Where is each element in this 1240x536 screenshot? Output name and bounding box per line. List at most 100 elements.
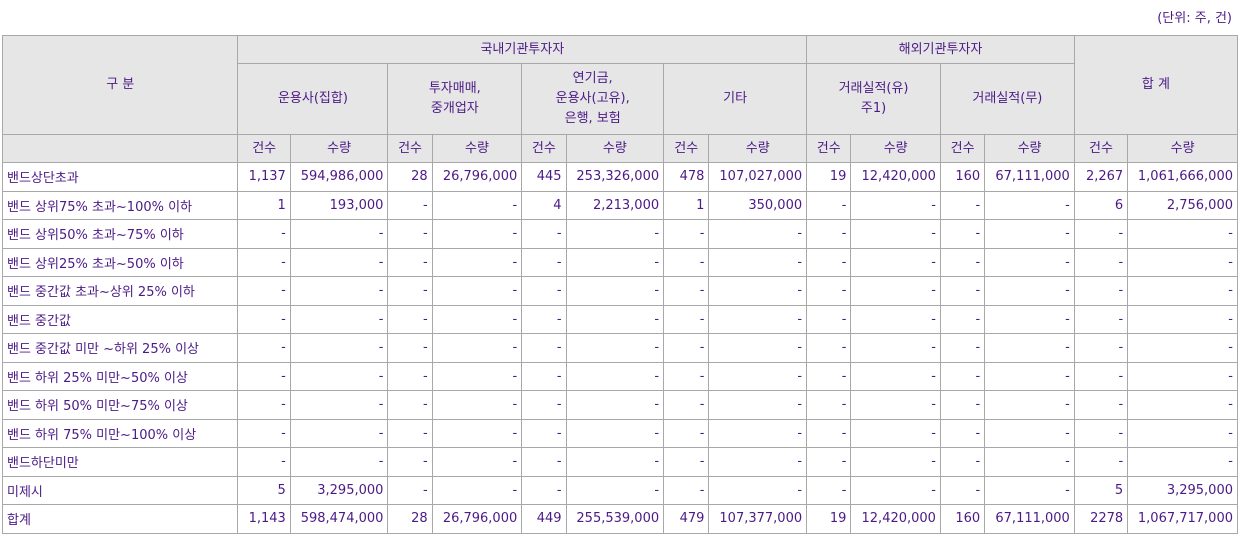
cell-qty: - <box>984 304 1075 334</box>
cell-qty: - <box>850 276 941 306</box>
cell-count: 28 <box>387 504 433 534</box>
cell-count: - <box>939 447 986 477</box>
cell-count: - <box>663 304 710 334</box>
cell-count: - <box>939 333 986 363</box>
cell-count: - <box>663 276 710 306</box>
cell-count: - <box>237 447 291 477</box>
table-row: 밴드 하위 75% 미만~100% 이상 - - - - - - - - - - - - - - <box>1 418 1238 448</box>
cell-qty: - <box>708 361 808 391</box>
cell-qty: 1,067,717,000 <box>1127 504 1238 534</box>
cell-qty: - <box>565 447 665 477</box>
cell-qty: - <box>431 276 523 306</box>
row-label: 밴드 상위50% 초과~75% 이하 <box>1 219 239 249</box>
cell-qty: 193,000 <box>289 190 389 220</box>
cell-qty: 26,796,000 <box>431 504 523 534</box>
cell-count: - <box>387 447 433 477</box>
cell-qty: - <box>850 475 941 505</box>
cell-count: - <box>806 304 852 334</box>
cell-count: - <box>663 447 710 477</box>
cell-count: - <box>806 219 852 249</box>
cell-count: 479 <box>663 504 710 534</box>
cell-qty: - <box>984 447 1075 477</box>
table-row: 밴드 상위75% 초과~100% 이하 1 193,000- -4 2,213,000 1… <box>1 190 1238 220</box>
header-count: 건수 <box>939 134 986 163</box>
cell-qty: 2,213,000 <box>565 190 665 220</box>
cell-qty: - <box>850 190 941 220</box>
table-row: 밴드 중간값 - - - - - - - - - - - - - - <box>1 304 1238 334</box>
cell-count: - <box>237 333 291 363</box>
row-label: 밴드하단미만 <box>1 447 239 477</box>
cell-count: 1,137 <box>237 162 291 192</box>
cell-count: - <box>387 276 433 306</box>
header-count: 건수 <box>806 134 852 163</box>
cell-qty: - <box>565 361 665 391</box>
cell-qty: 12,420,000 <box>850 162 941 192</box>
header-qty: 수량 <box>289 134 389 163</box>
header-domestic: 국내기관투자자 <box>237 35 808 64</box>
cell-qty: - <box>708 333 808 363</box>
cell-count: - <box>237 418 291 448</box>
cell-count: - <box>939 219 986 249</box>
cell-count: 19 <box>806 504 852 534</box>
cell-qty: - <box>708 447 808 477</box>
cell-count: 449 <box>521 504 567 534</box>
cell-count: - <box>806 390 852 420</box>
cell-qty: - <box>431 390 523 420</box>
cell-qty: - <box>431 361 523 391</box>
cell-count: - <box>237 390 291 420</box>
cell-qty: - <box>289 247 389 277</box>
cell-qty: - <box>850 390 941 420</box>
cell-count: 2278 <box>1073 504 1129 534</box>
cell-qty: 107,377,000 <box>708 504 808 534</box>
cell-qty: 2,756,000 <box>1127 190 1238 220</box>
row-label: 밴드상단초과 <box>1 162 239 192</box>
cell-count: - <box>939 304 986 334</box>
cell-count: 5 <box>237 475 291 505</box>
cell-count: - <box>237 361 291 391</box>
cell-qty: 107,027,000 <box>708 162 808 192</box>
cell-count: - <box>663 333 710 363</box>
header-count: 건수 <box>387 134 433 163</box>
cell-qty: - <box>431 475 523 505</box>
cell-qty: 1,061,666,000 <box>1127 162 1238 192</box>
cell-count: - <box>521 333 567 363</box>
cell-qty: 67,111,000 <box>984 162 1075 192</box>
table-row: 밴드 상위25% 초과~50% 이하 - - - - - - - - - - - - - - <box>1 247 1238 277</box>
cell-count: - <box>387 247 433 277</box>
cell-count: - <box>387 475 433 505</box>
cell-qty: 67,111,000 <box>984 504 1075 534</box>
header-qty: 수량 <box>431 134 523 163</box>
cell-qty: - <box>708 276 808 306</box>
cell-count: - <box>806 333 852 363</box>
table-row: 밴드 중간값 초과~상위 25% 이하 - - - - - - - - - - - - - - <box>1 276 1238 306</box>
header-group: 투자매매, 중개업자 <box>387 63 523 135</box>
cell-count: - <box>387 190 433 220</box>
cell-qty: - <box>289 447 389 477</box>
cell-count: - <box>237 219 291 249</box>
cell-count: 5 <box>1073 475 1129 505</box>
cell-count: - <box>663 475 710 505</box>
cell-count: - <box>806 475 852 505</box>
table-row: 합계 1,143 598,474,000 28 26,796,000 449 255,539… <box>1 504 1238 534</box>
cell-count: - <box>521 447 567 477</box>
cell-qty: - <box>984 276 1075 306</box>
row-label: 밴드 중간값 초과~상위 25% 이하 <box>1 276 239 306</box>
row-label: 밴드 중간값 <box>1 304 239 334</box>
cell-count: - <box>387 390 433 420</box>
header-group: 거래실적(무) <box>939 63 1075 135</box>
cell-count: 4 <box>521 190 567 220</box>
header-category-spacer <box>1 134 239 163</box>
cell-qty: - <box>1127 276 1238 306</box>
cell-qty: - <box>1127 390 1238 420</box>
cell-count: - <box>939 276 986 306</box>
cell-count: - <box>806 418 852 448</box>
cell-count: - <box>663 219 710 249</box>
cell-count: - <box>663 418 710 448</box>
cell-count: - <box>939 475 986 505</box>
cell-count: - <box>939 418 986 448</box>
table-row: 밴드 상위50% 초과~75% 이하 - - - - - - - - - - - - - - <box>1 219 1238 249</box>
cell-qty: - <box>850 418 941 448</box>
cell-count: 19 <box>806 162 852 192</box>
cell-qty: 594,986,000 <box>289 162 389 192</box>
cell-count: - <box>1073 276 1129 306</box>
